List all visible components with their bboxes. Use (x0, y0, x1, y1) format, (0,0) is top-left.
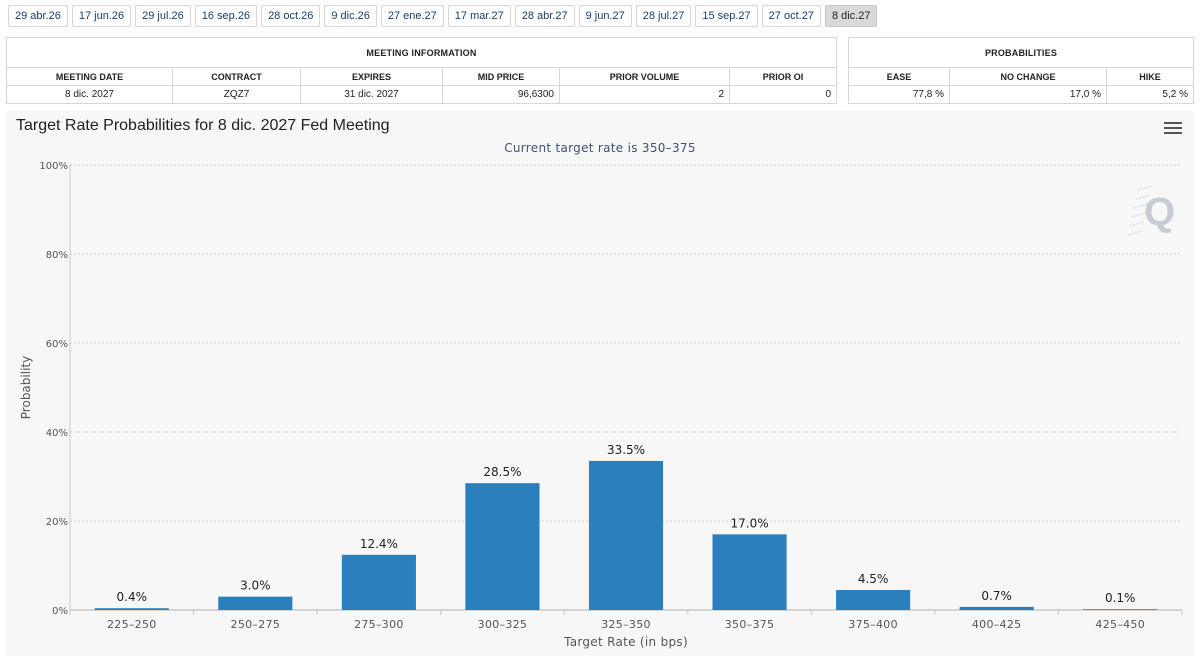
cell-meeting-date: 8 dic. 2027 (6, 85, 173, 104)
probabilities-table: PROBABILITIES EASE NO CHANGE HIKE 77,8 %… (848, 37, 1194, 104)
header-expires: EXPIRES (300, 67, 443, 86)
chart-panel: 0% 20% 40% 60% 80% 100% 0.4% 225–250 3.0% 250–275… (6, 111, 1194, 656)
svg-text:Q: Q (1144, 190, 1175, 234)
probabilities-caption: PROBABILITIES (848, 37, 1194, 68)
cell-ease: 77,8 % (848, 85, 950, 104)
q-logo-icon: Q (1127, 185, 1175, 236)
chart-subtitle: Current target rate is 350–375 (504, 141, 696, 155)
hamburger-menu-icon[interactable] (1164, 122, 1182, 136)
x-tick-label: 325–350 (601, 618, 651, 631)
cell-expires: 31 dic. 2027 (300, 85, 443, 104)
header-meeting-date: MEETING DATE (6, 67, 173, 86)
bar[interactable] (465, 483, 540, 610)
data-label: 17.0% (730, 516, 768, 530)
cell-mid-price: 96,6300 (442, 85, 560, 104)
bar[interactable] (836, 589, 911, 610)
y-tick-label: 100% (39, 161, 68, 172)
tab-28-abr-27[interactable]: 28 abr.27 (514, 5, 575, 27)
y-axis-title: Probability (19, 356, 33, 419)
x-tick-label: 400–425 (972, 618, 1022, 631)
tab-9-jun-27[interactable]: 9 jun.27 (578, 5, 632, 27)
x-tick-label: 375–400 (848, 618, 898, 631)
cell-prior-oi: 0 (729, 85, 837, 104)
tab-29-abr-26[interactable]: 29 abr.26 (8, 5, 68, 27)
tab-16-sep-26[interactable]: 16 sep.26 (194, 5, 258, 27)
header-no-change: NO CHANGE (949, 67, 1107, 86)
x-tick-label: 350–375 (725, 618, 775, 631)
tab-15-sep-27[interactable]: 15 sep.27 (695, 5, 758, 27)
data-label: 0.7% (981, 589, 1012, 603)
cell-contract: ZQZ7 (172, 85, 301, 104)
bar[interactable] (712, 534, 787, 610)
x-tick-label: 250–275 (231, 618, 281, 631)
bar[interactable] (341, 554, 416, 610)
meeting-date-tabs: 29 abr.26 17 jun.26 29 jul.26 16 sep.26 … (8, 5, 878, 27)
header-prior-oi: PRIOR OI (729, 67, 837, 86)
meeting-information-caption: MEETING INFORMATION (6, 37, 837, 68)
data-label: 0.1% (1105, 591, 1136, 605)
bar[interactable] (1083, 609, 1158, 610)
data-label: 4.5% (858, 572, 889, 586)
header-contract: CONTRACT (172, 67, 301, 86)
y-tick-label: 40% (46, 428, 68, 439)
x-tick-label: 425–450 (1095, 618, 1145, 631)
cell-prior-volume: 2 (559, 85, 730, 104)
cell-no-change: 17,0 % (949, 85, 1107, 104)
data-label: 0.4% (117, 590, 148, 604)
header-prior-volume: PRIOR VOLUME (559, 67, 730, 86)
data-label: 33.5% (607, 443, 645, 457)
data-label: 12.4% (360, 537, 398, 551)
meeting-information-table: MEETING INFORMATION MEETING DATE CONTRAC… (6, 37, 837, 104)
tab-29-jul-26[interactable]: 29 jul.26 (135, 5, 191, 27)
cell-hike: 5,2 % (1106, 85, 1194, 104)
tab-28-oct-26[interactable]: 28 oct.26 (261, 5, 321, 27)
header-mid-price: MID PRICE (442, 67, 560, 86)
tab-9-dic-26[interactable]: 9 dic.26 (324, 5, 377, 27)
y-tick-label: 0% (52, 606, 68, 617)
y-tick-label: 60% (46, 339, 68, 350)
probability-bar-chart: 0% 20% 40% 60% 80% 100% 0.4% 225–250 3.0% 250–275… (19, 161, 1183, 649)
header-hike: HIKE (1106, 67, 1194, 86)
bar[interactable] (588, 460, 664, 610)
x-axis-title: Target Rate (in bps) (563, 635, 688, 649)
bar[interactable] (218, 596, 293, 610)
chart-title: Target Rate Probabilities for 8 dic. 202… (16, 117, 390, 134)
x-tick-label: 300–325 (478, 618, 528, 631)
y-tick-label: 80% (46, 250, 68, 261)
tab-27-ene-27[interactable]: 27 ene.27 (380, 5, 444, 27)
y-tick-label: 20% (46, 517, 68, 528)
tab-8-dic-27[interactable]: 8 dic.27 (824, 5, 878, 27)
bar[interactable] (959, 606, 1034, 610)
header-ease: EASE (848, 67, 950, 86)
x-tick-label: 275–300 (354, 618, 404, 631)
tab-27-oct-27[interactable]: 27 oct.27 (761, 5, 821, 27)
x-tick-label: 225–250 (107, 618, 157, 631)
bar[interactable] (94, 608, 169, 610)
tab-17-jun-26[interactable]: 17 jun.26 (71, 5, 132, 27)
data-label: 3.0% (240, 579, 271, 593)
tab-17-mar-27[interactable]: 17 mar.27 (447, 5, 511, 27)
tab-28-jul-27[interactable]: 28 jul.27 (635, 5, 692, 27)
data-label: 28.5% (483, 465, 521, 479)
